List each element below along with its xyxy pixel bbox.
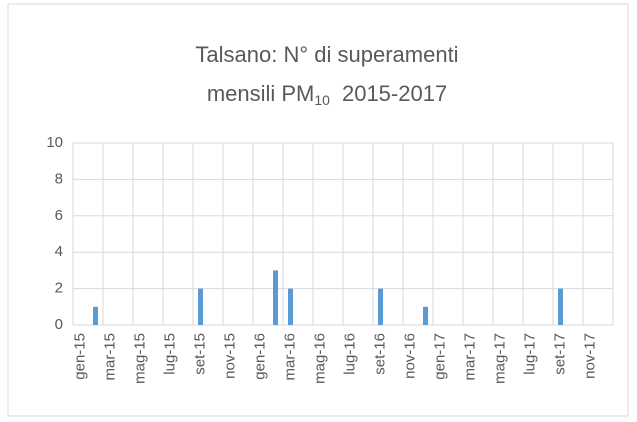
bar	[558, 288, 563, 325]
x-tick-label: lug-16	[341, 333, 358, 375]
x-tick-label: nov-16	[401, 333, 418, 379]
title-subscript: 10	[314, 92, 330, 108]
x-tick-label: lug-15	[161, 333, 178, 375]
x-tick-label: mag-15	[131, 333, 148, 384]
bar	[288, 288, 293, 325]
x-tick-label: gen-17	[431, 333, 448, 380]
y-tick-label: 10	[46, 134, 63, 151]
x-tick-label: set-17	[551, 333, 568, 375]
bar	[93, 306, 98, 325]
bar	[378, 288, 383, 325]
x-tick-label: mar-16	[281, 333, 298, 381]
chart-frame	[7, 3, 629, 417]
x-tick-label: mar-17	[461, 333, 478, 381]
x-tick-label: mag-16	[311, 333, 328, 384]
x-tick-label: nov-15	[221, 333, 238, 379]
y-tick-label: 4	[55, 243, 63, 260]
chart-title: Talsano: N° di superamenti	[195, 42, 458, 67]
x-tick-label: nov-17	[581, 333, 598, 379]
chart-title-line2: mensili PM10 2015-2017	[207, 81, 447, 108]
y-tick-label: 0	[55, 316, 63, 333]
x-tick-label: gen-15	[71, 333, 88, 380]
bar	[198, 288, 203, 325]
bar	[423, 306, 428, 325]
x-tick-label: gen-16	[251, 333, 268, 380]
y-tick-label: 6	[55, 207, 63, 224]
bar	[273, 270, 278, 325]
x-tick-label: set-16	[371, 333, 388, 375]
x-tick-label: lug-17	[521, 333, 538, 375]
title-part: mensili PM	[207, 81, 315, 106]
title-part: 2015-2017	[342, 81, 447, 106]
x-tick-label: mag-17	[491, 333, 508, 384]
y-tick-label: 8	[55, 170, 63, 187]
x-tick-label: set-15	[191, 333, 208, 375]
x-tick-label: mar-15	[101, 333, 118, 381]
y-tick-label: 2	[55, 280, 63, 297]
